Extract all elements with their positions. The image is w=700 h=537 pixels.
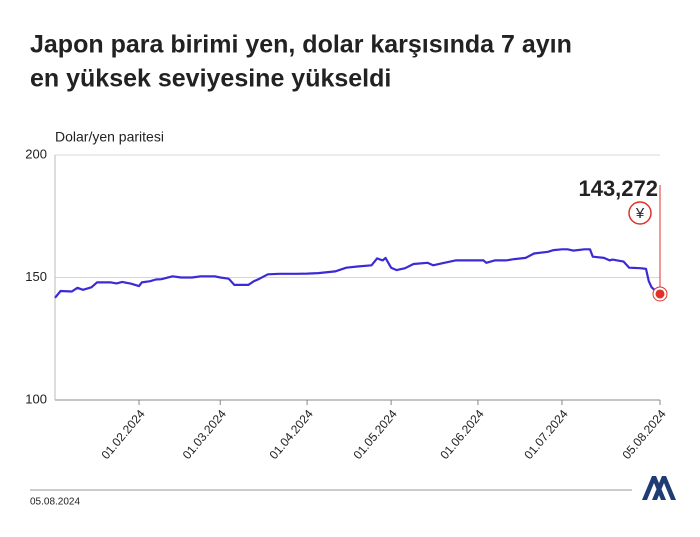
x-tick-label: 01.07.2024	[521, 407, 571, 462]
date-note: 05.08.2024	[30, 497, 80, 508]
x-tick-label: 01.04.2024	[266, 407, 316, 462]
x-tick-label: 01.02.2024	[98, 407, 148, 462]
chart-title: Japon para birimi yen, dolar karşısında …	[30, 31, 572, 59]
currency-icon: ¥	[635, 205, 645, 222]
x-tick-label: 01.06.2024	[437, 407, 487, 462]
highlight-point	[655, 289, 665, 299]
value-label: 143,272	[578, 176, 658, 201]
y-tick-label: 150	[25, 269, 47, 284]
y-tick-label: 100	[25, 391, 47, 406]
currency-icon-ring	[628, 201, 652, 225]
line	[54, 248, 661, 299]
logo	[642, 476, 676, 500]
x-tick-label: 05.08.2024	[619, 407, 669, 462]
y-axis-label: Dolar/yen paritesi	[55, 129, 164, 145]
chart-title: en yüksek seviyesine yükseldi	[30, 65, 391, 93]
y-tick-label: 200	[25, 146, 47, 161]
x-tick-label: 01.05.2024	[351, 407, 401, 462]
x-tick-label: 01.03.2024	[180, 407, 230, 462]
